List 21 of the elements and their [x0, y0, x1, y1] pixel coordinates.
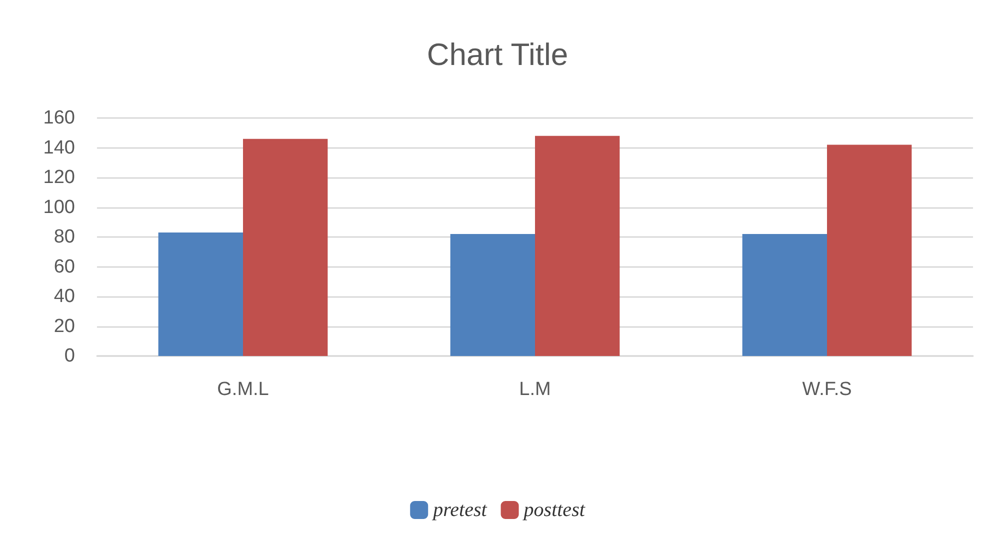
bar: [450, 234, 535, 356]
chart-title: Chart Title: [426, 37, 568, 72]
bar: [243, 138, 328, 356]
y-tick-label: 40: [54, 286, 75, 307]
y-tick-label: 80: [54, 226, 75, 248]
x-tick-label: W.F.S: [802, 379, 852, 400]
y-tick-label: 60: [54, 256, 75, 278]
y-tick-label: 120: [43, 167, 75, 188]
y-tick-label: 20: [54, 316, 75, 337]
legend-label: posttest: [522, 499, 586, 521]
x-tick-label: G.M.L: [217, 379, 269, 400]
y-tick-label: 140: [43, 137, 75, 158]
y-tick-label: 100: [43, 196, 75, 218]
y-tick-label: 0: [64, 346, 75, 366]
bar: [158, 232, 243, 356]
y-tick-label: 160: [43, 108, 75, 128]
bar: [827, 144, 912, 356]
bar: [742, 234, 827, 356]
x-tick-label: L.M: [519, 379, 551, 400]
legend-label: pretest: [431, 499, 488, 521]
bar: [535, 136, 620, 356]
